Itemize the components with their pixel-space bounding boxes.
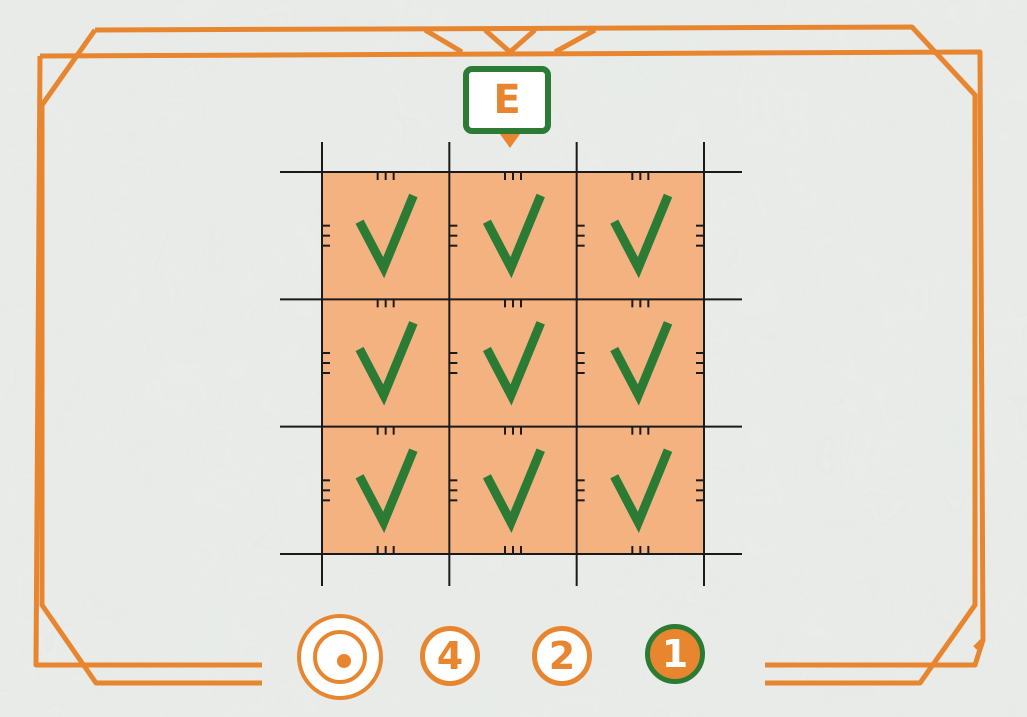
check-icon <box>610 193 673 279</box>
score-medal-4: 4 <box>420 626 480 686</box>
check-icon <box>482 321 545 406</box>
score-medal-1: 1 <box>645 624 705 684</box>
check-icon <box>482 193 545 279</box>
check-icon <box>610 448 673 533</box>
letter-pointer <box>500 134 520 148</box>
card-letter-badge: E <box>463 66 551 134</box>
check-icon <box>355 193 418 279</box>
target-ring <box>313 630 367 684</box>
check-icon <box>482 448 545 533</box>
grid-fill <box>322 172 704 554</box>
card-frame <box>33 24 986 686</box>
check-icon <box>355 448 418 533</box>
target-icon <box>297 614 383 700</box>
score-medal-2: 2 <box>532 626 592 686</box>
check-icon <box>355 321 418 406</box>
check-icon <box>610 321 673 406</box>
target-dot <box>337 654 351 668</box>
